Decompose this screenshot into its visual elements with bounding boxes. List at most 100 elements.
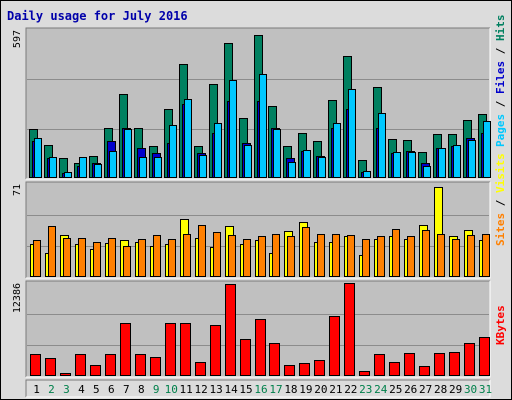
bar-pages-day-28 [438, 148, 446, 178]
day-label-25: 25 [389, 383, 402, 396]
day-label-2: 2 [48, 383, 55, 396]
y-max-label-top: 597 [12, 30, 23, 48]
plot-area-bottom-highlight [26, 281, 491, 378]
bar-pages-day-9 [154, 157, 162, 178]
bar-kbytes-day-22 [344, 283, 355, 376]
legend-visits: Visits [494, 153, 507, 193]
bar-sites-day-5 [93, 242, 101, 277]
bar-pages-day-27 [423, 166, 431, 178]
legend-bottom: KBytes [494, 305, 507, 345]
bar-sites-day-27 [422, 230, 430, 277]
day-label-30: 30 [464, 383, 477, 396]
legend-separator: / [494, 41, 507, 61]
day-label-15: 15 [239, 383, 252, 396]
series-legend-labels: Pages / Files / Hits Sites / Visits KBytes [494, 15, 507, 346]
bar-pages-day-3 [64, 172, 72, 178]
legend-middle: Sites / Visits [494, 153, 507, 246]
bar-pages-day-22 [348, 89, 356, 178]
bar-sites-day-21 [332, 234, 340, 277]
bar-kbytes-day-20 [314, 360, 325, 376]
bar-kbytes-day-6 [105, 354, 116, 376]
bar-sites-day-29 [452, 239, 460, 277]
bar-sites-day-7 [123, 246, 131, 277]
bar-pages-day-29 [453, 145, 461, 178]
bar-kbytes-day-2 [45, 358, 56, 376]
bar-kbytes-day-15 [240, 339, 251, 376]
bar-sites-day-18 [287, 236, 295, 277]
day-label-31: 31 [479, 383, 492, 396]
bar-kbytes-day-11 [180, 323, 191, 376]
bar-pages-day-11 [184, 99, 192, 178]
bar-kbytes-day-7 [120, 323, 131, 376]
bar-sites-day-19 [302, 227, 310, 277]
bar-sites-day-20 [317, 234, 325, 277]
bar-kbytes-day-21 [329, 316, 340, 376]
bar-pages-day-21 [333, 123, 341, 178]
bar-kbytes-day-13 [210, 325, 221, 376]
bar-kbytes-day-8 [135, 354, 146, 376]
day-label-23: 23 [359, 383, 372, 396]
day-label-12: 12 [195, 383, 208, 396]
bar-kbytes-day-5 [90, 365, 101, 376]
day-label-14: 14 [224, 383, 238, 396]
day-label-13: 13 [209, 383, 222, 396]
plot-area-middle-highlight [26, 182, 491, 279]
bar-kbytes-day-29 [449, 352, 460, 376]
bar-sites-day-28 [437, 234, 445, 277]
day-label-7: 7 [123, 383, 130, 396]
bar-kbytes-day-14 [225, 284, 236, 376]
day-label-11: 11 [180, 383, 193, 396]
bar-sites-day-14 [228, 235, 236, 277]
bar-pages-day-15 [244, 145, 252, 178]
bar-sites-day-4 [78, 238, 86, 277]
bar-pages-day-7 [124, 129, 132, 178]
bar-pages-day-19 [303, 150, 311, 178]
day-label-8: 8 [138, 383, 145, 396]
bar-pages-day-14 [229, 80, 237, 178]
day-label-19: 19 [299, 383, 312, 396]
bar-sites-day-30 [467, 235, 475, 277]
bar-sites-day-15 [243, 239, 251, 277]
bar-pages-day-26 [408, 152, 416, 178]
chart-title: Daily usage for July 2016 [7, 9, 188, 23]
bar-kbytes-day-26 [404, 353, 415, 376]
bar-pages-day-17 [273, 129, 281, 178]
day-label-9: 9 [153, 383, 160, 396]
plot-area-top-shadow [25, 27, 490, 179]
day-label-21: 21 [329, 383, 342, 396]
legend-kbytes: KBytes [494, 305, 507, 345]
bar-kbytes-day-17 [269, 343, 280, 376]
bar-pages-day-1 [34, 138, 42, 178]
legend-pages: Pages [494, 114, 507, 147]
y-max-labels: 597 71 12386 [12, 30, 23, 313]
day-label-22: 22 [344, 383, 357, 396]
bar-pages-day-4 [79, 157, 87, 178]
bar-sites-day-8 [138, 239, 146, 277]
legend-top: Pages / Files / Hits [494, 15, 507, 148]
day-label-18: 18 [284, 383, 297, 396]
legend-files: Files [494, 61, 507, 94]
bar-sites-day-24 [377, 236, 385, 277]
day-label-3: 3 [63, 383, 70, 396]
bar-sites-day-9 [153, 235, 161, 277]
day-axis-frame-shadow [25, 379, 490, 397]
bar-pages-day-13 [214, 123, 222, 178]
day-labels: 1 2 3 4 5 6 7 8 9 10 11 12 13 14 15 16 17 18 19 20 21 22 23 24 2… [33, 383, 492, 396]
legend-separator: / [494, 193, 507, 213]
bar-sites-day-17 [272, 234, 280, 277]
bar-pages-day-30 [468, 140, 476, 178]
bar-sites-day-23 [362, 239, 370, 277]
bar-kbytes-day-18 [284, 365, 295, 376]
day-label-29: 29 [449, 383, 462, 396]
bar-kbytes-day-24 [374, 354, 385, 376]
plot-area-bottom-shadow [25, 280, 490, 377]
bar-sites-day-31 [482, 234, 490, 277]
day-label-20: 20 [314, 383, 327, 396]
legend-separator: / [494, 94, 507, 114]
bar-pages-day-31 [483, 121, 491, 178]
bar-pages-day-10 [169, 125, 177, 178]
bar-sites-day-22 [347, 235, 355, 277]
bar-sites-day-2 [48, 226, 56, 277]
day-label-24: 24 [374, 383, 388, 396]
